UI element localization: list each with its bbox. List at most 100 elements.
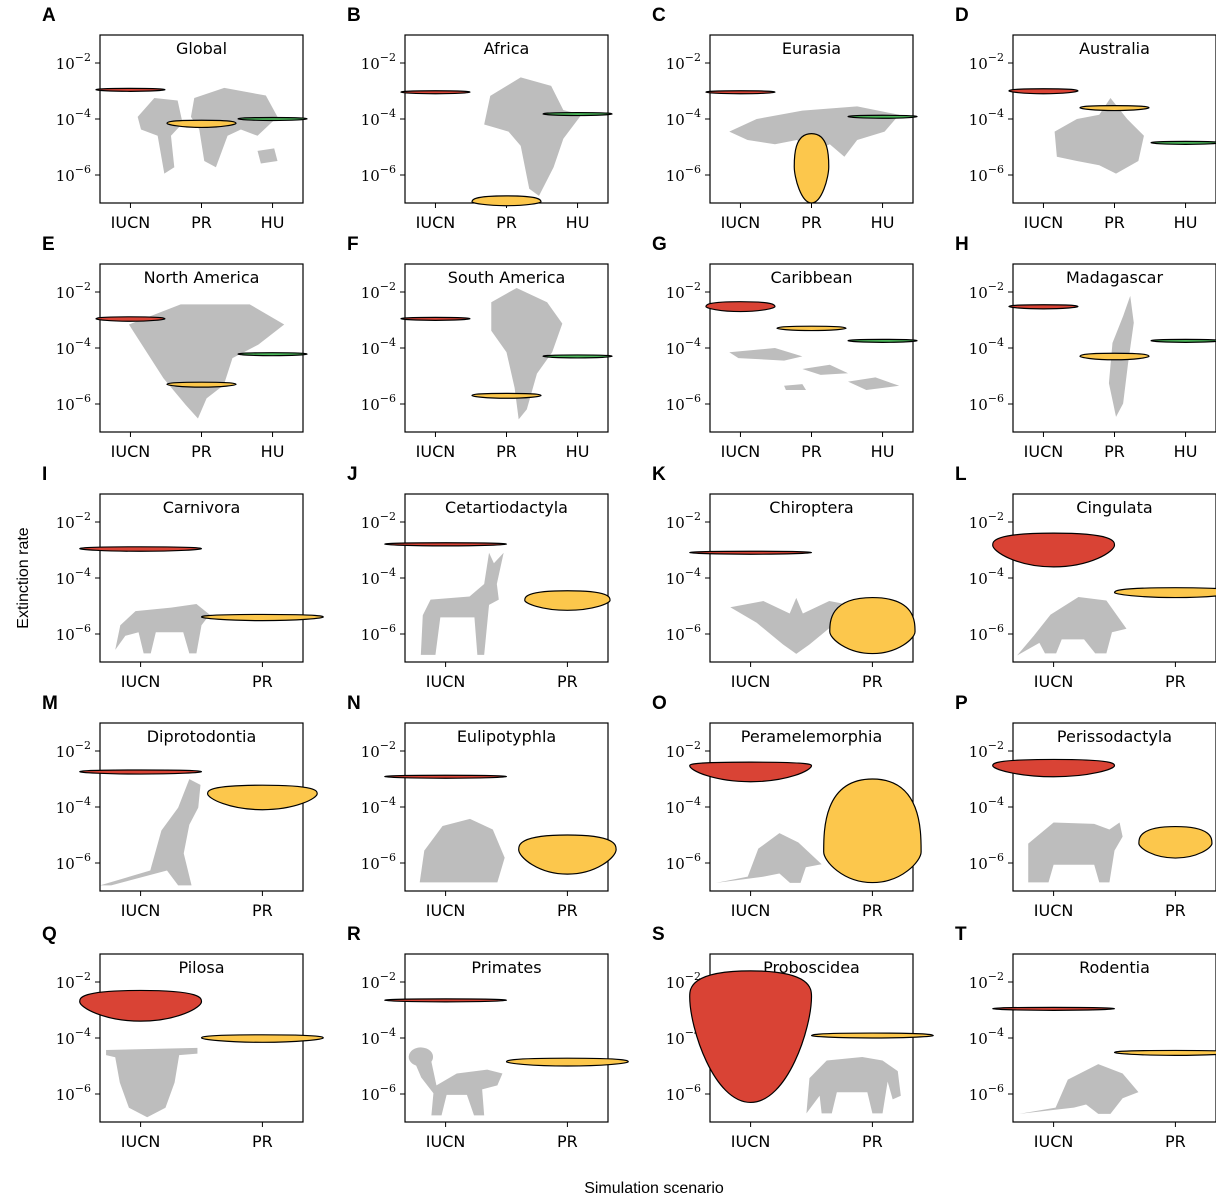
panel-letter: J [347, 464, 358, 485]
panel-title: Madagascar [1066, 268, 1163, 287]
violin-iucn [79, 989, 203, 1022]
panel-F: F South America 10−2 10−4 10−6 IUCN PR HU [347, 234, 613, 461]
x-tick-label: IUCN [121, 1132, 161, 1151]
y-tick-label: 10−6 [56, 392, 91, 414]
violin-iucn [1008, 304, 1079, 310]
violin-hu [1150, 140, 1216, 146]
violin-pr [823, 778, 922, 884]
y-tick-label: 10−6 [361, 163, 396, 185]
violin-pr [524, 590, 611, 611]
violin-hu [542, 354, 613, 359]
x-tick-label: IUCN [731, 1132, 771, 1151]
violin-pr [518, 834, 617, 875]
violin-hu [1150, 338, 1216, 343]
x-tick-label: HU [871, 213, 895, 232]
y-tick-label: 10−6 [56, 1082, 91, 1104]
panel-letter: Q [42, 924, 57, 945]
violin-pr [166, 119, 237, 129]
y-tick-label: 10−6 [56, 622, 91, 644]
y-tick-label: 10−4 [666, 795, 701, 817]
y-tick-label: 10−6 [56, 163, 91, 185]
violin-iucn [689, 761, 813, 783]
y-tick-label: 10−6 [969, 1082, 1004, 1104]
x-tick-label: PR [557, 901, 578, 920]
rhino-icon [1028, 822, 1123, 883]
panel-letter: H [955, 234, 969, 255]
violin-iucn [992, 532, 1116, 568]
x-tick-label: PR [557, 672, 578, 691]
panel-N: N Eulipotyphla 10−2 10−4 10−6 IUCN PR [347, 693, 617, 920]
panel-letter: A [42, 5, 56, 26]
panel-title: Caribbean [770, 268, 852, 287]
panel-A: A Global 10−2 10−4 10−6 IUCN PR HU [42, 5, 308, 232]
panel-letter: S [652, 924, 665, 945]
panel-letter: P [955, 693, 968, 714]
south-america-map-icon [491, 287, 563, 420]
y-tick-label: 10−4 [969, 795, 1004, 817]
violin-iucn [689, 550, 813, 555]
y-tick-label: 10−2 [666, 51, 701, 73]
violin-hu [542, 111, 613, 117]
violin-pr [505, 1057, 629, 1067]
y-tick-label: 10−6 [666, 1082, 701, 1104]
violin-iucn [400, 90, 471, 95]
panel-letter: C [652, 5, 666, 26]
x-tick-label: HU [566, 442, 590, 461]
violin-iucn [689, 970, 813, 1104]
x-tick-label: PR [862, 672, 883, 691]
x-tick-label: IUCN [111, 442, 151, 461]
y-tick-label: 10−2 [361, 51, 396, 73]
panel-letter: T [955, 924, 967, 945]
violin-iucn [79, 769, 203, 775]
panel-R: R Primates 10−2 10−4 10−6 IUCN PR [347, 924, 629, 1151]
x-tick-label: PR [191, 213, 212, 232]
panel-P: P Perissodactyla 10−2 10−4 10−6 IUCN PR [955, 693, 1216, 920]
y-tick-label: 10−6 [969, 392, 1004, 414]
x-tick-label: IUCN [731, 672, 771, 691]
panel-title: Proboscidea [763, 958, 860, 977]
violin-iucn [1008, 88, 1079, 95]
panel-E: E North America 10−2 10−4 10−6 IUCN PR HU [42, 234, 308, 461]
y-tick-label: 10−2 [56, 510, 91, 532]
panel-O: O Peramelemorphia 10−2 10−4 10−6 IUCN PR [652, 693, 922, 920]
x-tick-label: PR [801, 213, 822, 232]
hedgehog-icon [419, 818, 505, 883]
y-tick-label: 10−4 [666, 336, 701, 358]
x-tick-label: PR [252, 1132, 273, 1151]
violin-pr [1113, 1049, 1216, 1056]
x-tick-label: PR [1165, 1132, 1186, 1151]
x-tick-label: IUCN [1034, 901, 1074, 920]
violin-pr [776, 325, 847, 332]
panel-letter: R [347, 924, 361, 945]
panel-J: J Cetartiodactyla 10−2 10−4 10−6 IUCN PR [347, 464, 611, 691]
violin-iucn [95, 87, 166, 92]
x-axis-title: Simulation scenario [584, 1180, 724, 1195]
panel-L: L Cingulata 10−2 10−4 10−6 IUCN PR [955, 464, 1216, 691]
australia-map-icon [1054, 98, 1144, 174]
x-tick-label: IUCN [121, 672, 161, 691]
caribbean-map-icon [729, 348, 900, 390]
eurasia-map-icon [729, 106, 900, 157]
violin-hu [847, 114, 918, 119]
violin-hu [237, 116, 308, 122]
y-tick-label: 10−4 [666, 107, 701, 129]
y-tick-label: 10−4 [361, 566, 396, 588]
panel-letter: B [347, 5, 361, 26]
x-tick-label: PR [252, 672, 273, 691]
bandicoot-icon [716, 833, 822, 883]
panel-title: Chiroptera [769, 498, 853, 517]
x-tick-label: PR [1104, 442, 1125, 461]
x-tick-label: HU [261, 213, 285, 232]
violin-pr [1079, 105, 1150, 112]
y-tick-label: 10−2 [969, 280, 1004, 302]
y-tick-label: 10−4 [969, 566, 1004, 588]
x-tick-label: IUCN [426, 901, 466, 920]
panel-title: Eurasia [782, 39, 841, 58]
y-tick-label: 10−4 [56, 1026, 91, 1048]
bat-icon [730, 597, 863, 654]
world-map-icon [137, 87, 278, 174]
y-tick-label: 10−6 [361, 622, 396, 644]
y-tick-label: 10−4 [56, 336, 91, 358]
